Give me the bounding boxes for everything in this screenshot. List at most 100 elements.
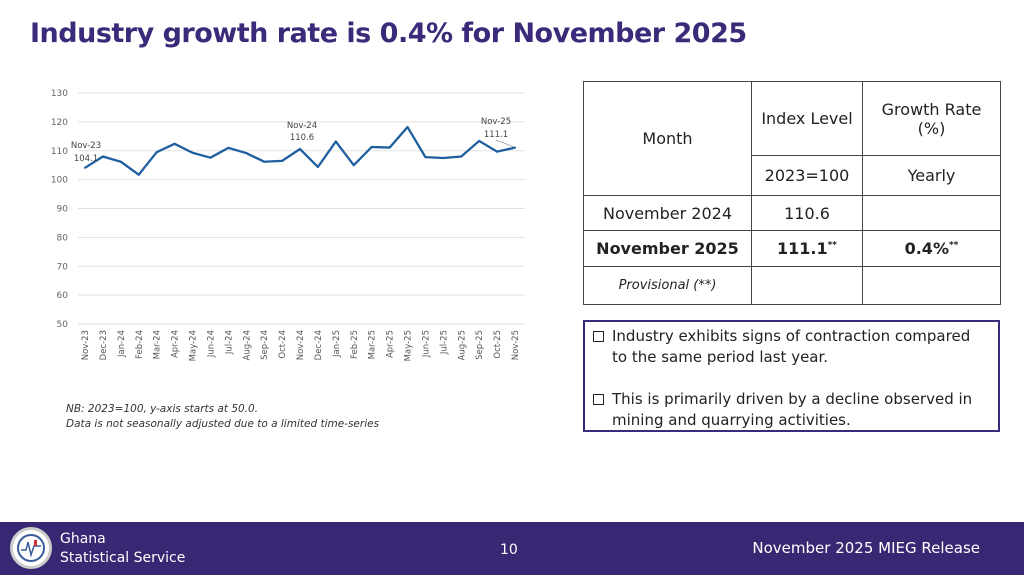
data-point — [370, 145, 373, 148]
header-yearly: Yearly — [862, 155, 1001, 196]
data-point — [334, 140, 337, 143]
note-line: NB: 2023=100, y-axis starts at 50.0. — [66, 403, 259, 415]
annotation-value: 110.6 — [290, 133, 314, 143]
y-tick-label: 70 — [57, 262, 69, 272]
x-tick-label: Mar-24 — [153, 330, 163, 359]
cell-month: November 2024 — [583, 195, 752, 231]
y-tick-label: 80 — [57, 233, 69, 243]
page-title: Industry growth rate is 0.4% for Novembe… — [30, 18, 747, 49]
x-tick-label: May-24 — [189, 330, 199, 361]
annotation-leader — [495, 139, 515, 148]
data-point — [478, 139, 481, 142]
data-point — [101, 155, 104, 158]
y-tick-label: 90 — [57, 205, 69, 215]
header-growth: Growth Rate (%) — [862, 81, 1001, 156]
x-tick-label: Feb-25 — [350, 330, 360, 359]
data-point — [460, 155, 463, 158]
table-row: November 2024 110.6 — [583, 195, 1001, 231]
industry-index-line-chart: 50 60 70 80 90 100 110 120 130 Nov-23 Dec-23 Jan-24… — [51, 89, 525, 361]
index-table: Month Index Level Growth Rate (%) 2023=1… — [583, 81, 1001, 305]
data-point — [155, 151, 158, 154]
data-point — [424, 156, 427, 159]
y-tick-label: 120 — [51, 118, 68, 128]
header-base: 2023=100 — [751, 155, 863, 196]
data-point — [173, 142, 176, 145]
data-point — [514, 146, 516, 149]
x-tick-label: Jun-24 — [206, 330, 216, 358]
cell-index: 111.1** — [751, 230, 863, 267]
y-tick-label: 110 — [51, 147, 68, 157]
bullet-text: This is primarily driven by a decline ob… — [612, 390, 973, 429]
cell-empty — [751, 266, 863, 305]
annotation-value: 111.1 — [484, 130, 508, 140]
x-tick-label: Jun-25 — [421, 330, 431, 358]
x-tick-label: Sep-24 — [260, 330, 270, 360]
checkbox-bullet-icon — [593, 331, 604, 342]
data-point — [245, 152, 248, 155]
note-line: Data is not seasonally adjusted due to a… — [66, 418, 380, 430]
bullet-text: Industry exhibits signs of contraction c… — [612, 327, 971, 366]
table-row: Provisional (**) — [583, 266, 1001, 305]
bullet-item: This is primarily driven by a decline ob… — [593, 389, 990, 431]
data-point — [496, 150, 499, 153]
data-point — [84, 166, 86, 169]
data-point — [299, 148, 301, 151]
data-point — [263, 160, 266, 163]
cell-index: 110.6 — [751, 195, 863, 231]
cell-growth — [862, 195, 1001, 231]
x-tick-label: Jan-25 — [332, 330, 342, 358]
release-label: November 2025 MIEG Release — [752, 539, 980, 557]
annotation-label: Nov-24 — [287, 121, 317, 131]
annotation-value: 104.1 — [74, 154, 98, 164]
cell-empty — [862, 266, 1001, 305]
chart-note: NB: 2023=100, y-axis starts at 50.0. Dat… — [66, 402, 379, 432]
x-tick-label: Dec-23 — [99, 330, 109, 360]
data-point — [119, 160, 122, 163]
x-tick-label: Apr-25 — [386, 330, 396, 358]
x-tick-label: Oct-24 — [278, 330, 288, 359]
x-tick-label: Aug-24 — [242, 330, 252, 360]
provisional-mark: ** — [948, 240, 959, 251]
bullet-item: Industry exhibits signs of contraction c… — [593, 326, 990, 368]
gss-logo-icon — [10, 527, 52, 569]
table-row: November 2025 111.1** 0.4%** — [583, 230, 1001, 267]
header-month: Month — [583, 81, 752, 196]
x-tick-label: Jan-24 — [117, 330, 127, 358]
checkbox-bullet-icon — [593, 394, 604, 405]
x-tick-label: Dec-24 — [314, 330, 324, 360]
org-name-line: Ghana — [60, 531, 106, 547]
data-point — [191, 151, 194, 154]
x-tick-label: May-25 — [404, 330, 414, 361]
data-point — [227, 146, 230, 149]
provisional-note: Provisional (**) — [583, 266, 752, 305]
data-point — [209, 156, 212, 159]
data-point — [352, 164, 355, 167]
footer-bar: Ghana Statistical Service 10 November 20… — [0, 522, 1024, 575]
header-index: Index Level — [751, 81, 863, 156]
commentary-box: Industry exhibits signs of contraction c… — [583, 320, 1000, 432]
x-tick-label: Aug-25 — [457, 330, 467, 360]
cell-growth: 0.4%** — [862, 230, 1001, 267]
x-tick-label: Feb-24 — [135, 330, 145, 359]
y-tick-label: 100 — [51, 176, 68, 186]
annotation-label: Nov-25 — [481, 117, 511, 127]
data-point — [281, 159, 284, 162]
x-tick-label: Sep-25 — [475, 330, 485, 360]
x-tick-label: Apr-24 — [171, 330, 181, 358]
data-point — [316, 165, 319, 168]
x-tick-label: Oct-25 — [493, 330, 503, 359]
y-tick-label: 130 — [51, 89, 68, 99]
org-name-line: Statistical Service — [60, 550, 186, 566]
x-tick-label: Nov-25 — [511, 330, 521, 360]
org-name: Ghana Statistical Service — [60, 530, 185, 568]
cell-month: November 2025 — [583, 230, 752, 267]
provisional-mark: ** — [827, 240, 838, 251]
x-tick-label: Nov-24 — [296, 330, 306, 360]
x-tick-label: Jul-24 — [224, 330, 234, 355]
page-number: 10 — [500, 542, 518, 558]
y-tick-label: 60 — [57, 291, 69, 301]
data-point — [406, 126, 409, 129]
annotation-label: Nov-23 — [71, 141, 101, 151]
data-point — [137, 173, 140, 176]
x-tick-label: Nov-23 — [81, 330, 91, 360]
